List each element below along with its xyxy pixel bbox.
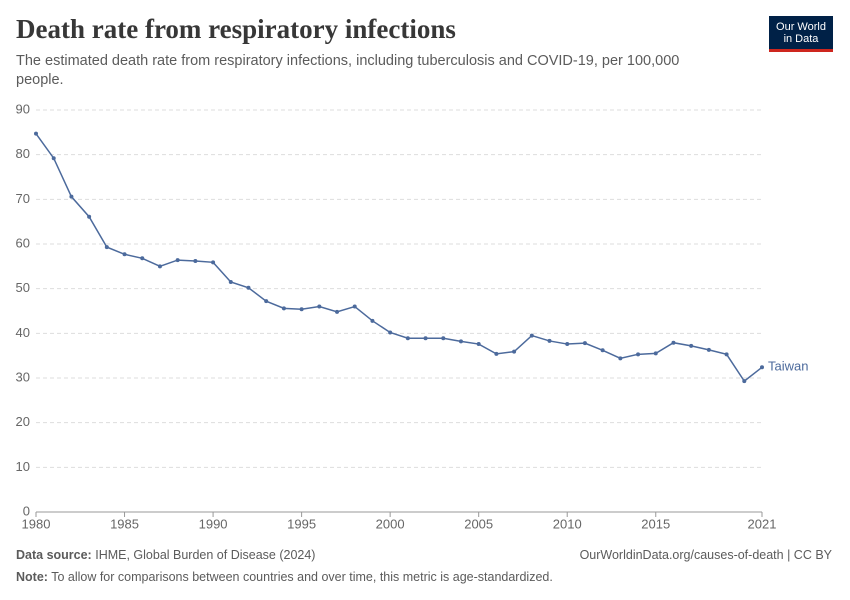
note-label: Note: xyxy=(16,570,48,584)
point xyxy=(388,330,393,335)
note-text: To allow for comparisons between countri… xyxy=(51,570,553,584)
point xyxy=(653,351,658,356)
y-tick-label: 70 xyxy=(16,191,30,206)
x-tick-label: 2000 xyxy=(376,516,405,531)
url[interactable]: OurWorldinData.org/causes-of-death | CC … xyxy=(579,548,832,562)
x-tick-label: 2005 xyxy=(464,516,493,531)
point xyxy=(512,349,517,354)
point xyxy=(724,352,729,357)
point xyxy=(175,258,180,263)
point xyxy=(547,338,552,343)
point xyxy=(441,336,446,341)
point xyxy=(299,307,304,312)
y-tick-label: 40 xyxy=(16,325,30,340)
logo-line: Our World xyxy=(776,21,826,33)
x-tick-label: 1985 xyxy=(110,516,139,531)
point xyxy=(317,304,322,309)
point xyxy=(600,348,605,353)
x-tick-label: 1980 xyxy=(22,516,51,531)
point xyxy=(760,365,764,370)
y-tick-label: 30 xyxy=(16,369,30,384)
x-tick-label: 1990 xyxy=(199,516,228,531)
point xyxy=(34,131,38,136)
x-tick-label: 2015 xyxy=(641,516,670,531)
point xyxy=(494,351,499,356)
y-tick-label: 80 xyxy=(16,146,30,161)
x-tick-label: 2021 xyxy=(748,516,777,531)
line xyxy=(35,133,763,383)
point xyxy=(122,252,127,257)
point xyxy=(689,343,694,348)
source: Data source: IHME, Global Burden of Dise… xyxy=(16,548,315,562)
point xyxy=(370,318,375,323)
point xyxy=(87,214,92,219)
source-label: Data source: xyxy=(16,548,92,562)
point xyxy=(565,342,570,347)
point xyxy=(157,264,162,269)
point xyxy=(104,245,109,250)
point xyxy=(264,299,269,304)
point xyxy=(246,285,251,290)
point xyxy=(193,258,198,263)
point xyxy=(352,304,357,309)
x-tick-label: 1995 xyxy=(287,516,316,531)
point xyxy=(671,340,676,345)
point xyxy=(405,336,410,341)
y-tick-label: 10 xyxy=(16,459,30,474)
point xyxy=(706,347,711,352)
y-tick-label: 60 xyxy=(16,235,30,250)
logo[interactable]: Our World in Data xyxy=(769,16,833,52)
y-tick-label: 50 xyxy=(16,280,30,295)
series-label: Taiwan xyxy=(768,359,808,374)
point xyxy=(51,156,56,161)
y-tick-label: 0 xyxy=(23,503,30,518)
point xyxy=(742,379,747,384)
point xyxy=(423,336,428,341)
point xyxy=(211,260,216,265)
note: Note: To allow for comparisons between c… xyxy=(16,570,553,584)
y-tick-label: 90 xyxy=(16,101,30,116)
chart-title: Death rate from respiratory infections xyxy=(16,14,456,44)
point xyxy=(582,341,587,346)
point xyxy=(228,279,233,284)
point xyxy=(335,309,340,314)
point xyxy=(476,342,481,347)
point xyxy=(529,333,534,338)
point xyxy=(69,194,74,199)
point xyxy=(140,256,145,261)
point xyxy=(281,306,286,311)
source-text: IHME, Global Burden of Disease (2024) xyxy=(95,548,316,562)
point xyxy=(618,356,623,361)
point xyxy=(458,339,463,344)
logo-line: in Data xyxy=(783,33,819,45)
chart-subtitle: The estimated death rate from respirator… xyxy=(16,53,680,88)
x-tick-label: 2010 xyxy=(553,516,582,531)
y-tick-label: 20 xyxy=(16,414,30,429)
point xyxy=(636,352,641,357)
